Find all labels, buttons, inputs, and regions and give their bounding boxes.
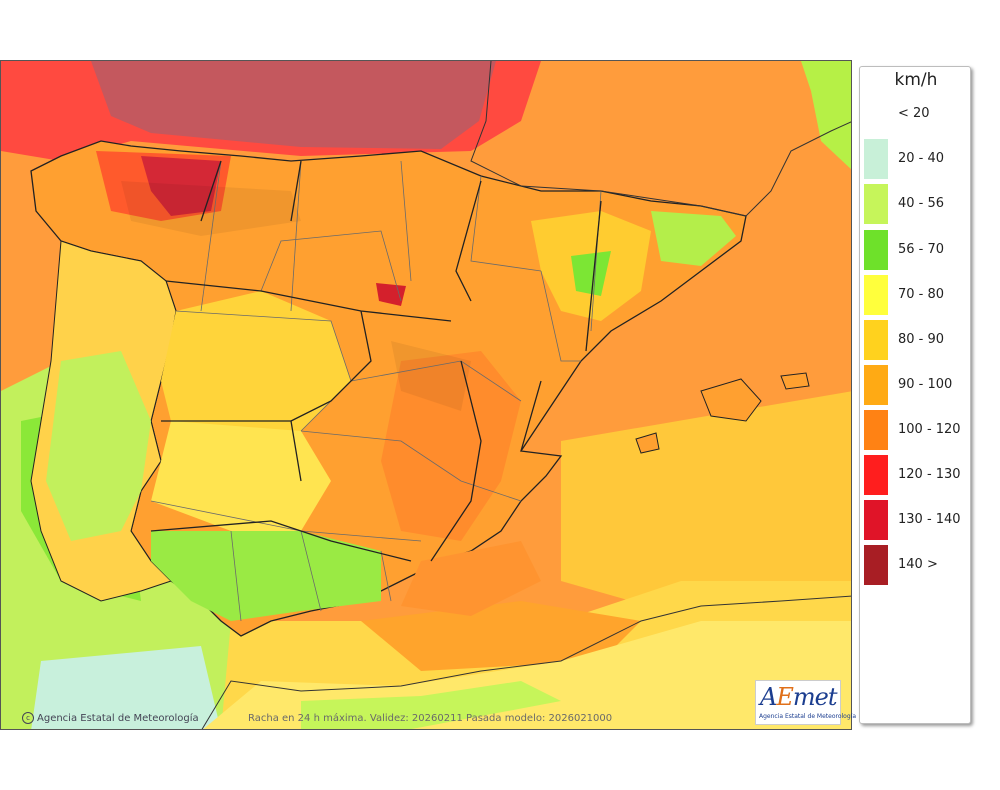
wind-gust-map <box>0 60 852 730</box>
legend-label: 20 - 40 <box>898 151 945 166</box>
logo-brand-a: A <box>760 683 777 711</box>
legend-label: 40 - 56 <box>898 196 945 211</box>
iberian-system-orange <box>381 351 521 541</box>
africa-coastline <box>201 595 851 729</box>
ebro-green-patch <box>571 251 611 296</box>
legend-swatch <box>864 94 888 134</box>
sea-zone-pale-sw <box>31 646 221 729</box>
portugal-green-zone <box>46 351 151 541</box>
copyright-icon: c <box>22 712 34 724</box>
sea-zone-darkred-north <box>91 61 496 149</box>
legend-swatch <box>864 275 888 315</box>
legend-entry: 56 - 70 <box>860 230 972 270</box>
wind-legend: km/h < 20 20 - 40 40 - 56 56 - 70 70 - 80 80 … <box>859 66 971 724</box>
meseta-south <box>151 421 331 531</box>
sea-zone-yellow-east <box>561 391 851 621</box>
burgos-red <box>376 283 406 306</box>
logo-brand: AEmet <box>760 683 838 711</box>
logo-brand-e: E <box>776 683 794 711</box>
legend-entry: 70 - 80 <box>860 275 972 315</box>
legend-label: 90 - 100 <box>898 377 953 392</box>
legend-label: < 20 <box>898 106 930 121</box>
map-caption: Racha en 24 h máxima. Validez: 20260211 … <box>248 713 613 724</box>
catalonia-green <box>651 211 736 266</box>
legend-swatch <box>864 139 888 179</box>
legend-label: 80 - 90 <box>898 332 945 347</box>
legend-entry: 80 - 90 <box>860 320 972 360</box>
legend-swatch <box>864 184 888 224</box>
legend-label: 70 - 80 <box>898 287 945 302</box>
southeast-orange <box>401 541 541 616</box>
province-boundaries <box>150 160 602 622</box>
sea-zone-orange-south <box>361 601 641 671</box>
legend-swatch <box>864 545 888 585</box>
legend-swatch <box>864 320 888 360</box>
legend-swatch <box>864 365 888 405</box>
legend-label: 130 - 140 <box>898 512 961 527</box>
aemet-logo: AEmet Agencia Estatal de Meteorología <box>755 680 856 725</box>
region-boundaries <box>150 160 602 562</box>
legend-entry: 120 - 130 <box>860 455 972 495</box>
legend-entry: 130 - 140 <box>860 500 972 540</box>
legend-label: 120 - 130 <box>898 467 961 482</box>
cantabrian-darkred <box>141 156 221 216</box>
legend-label: 140 > <box>898 557 938 572</box>
france-coastline <box>470 61 851 217</box>
mallorca <box>700 378 762 422</box>
relief-shading-center <box>391 341 471 411</box>
meseta-north <box>161 291 351 441</box>
legend-unit: km/h <box>894 70 938 90</box>
legend-entry: 90 - 100 <box>860 365 972 405</box>
legend-entry: < 20 <box>860 94 972 134</box>
ibiza <box>635 432 660 454</box>
map-canvas <box>1 61 851 729</box>
legend-entry: 100 - 120 <box>860 410 972 450</box>
legend-swatch <box>864 230 888 270</box>
legend-swatch <box>864 500 888 540</box>
legend-swatch <box>864 410 888 450</box>
legend-entry: 140 > <box>860 545 972 585</box>
legend-label: 56 - 70 <box>898 242 945 257</box>
logo-brand-b: met <box>792 683 838 711</box>
credit-text: Agencia Estatal de Meteorología <box>37 713 199 724</box>
legend-swatch <box>864 455 888 495</box>
sea-zone-green-ne <box>801 61 851 170</box>
menorca <box>780 372 810 390</box>
legend-label: 100 - 120 <box>898 422 961 437</box>
legend-entry: 20 - 40 <box>860 139 972 179</box>
map-credit: c Agencia Estatal de Meteorología <box>22 712 199 724</box>
north-africa-green <box>301 681 561 729</box>
legend-entry: 40 - 56 <box>860 184 972 224</box>
andalusia-green <box>151 531 381 621</box>
relief-shading-north <box>121 181 301 236</box>
logo-subtitle: Agencia Estatal de Meteorología <box>759 713 856 720</box>
